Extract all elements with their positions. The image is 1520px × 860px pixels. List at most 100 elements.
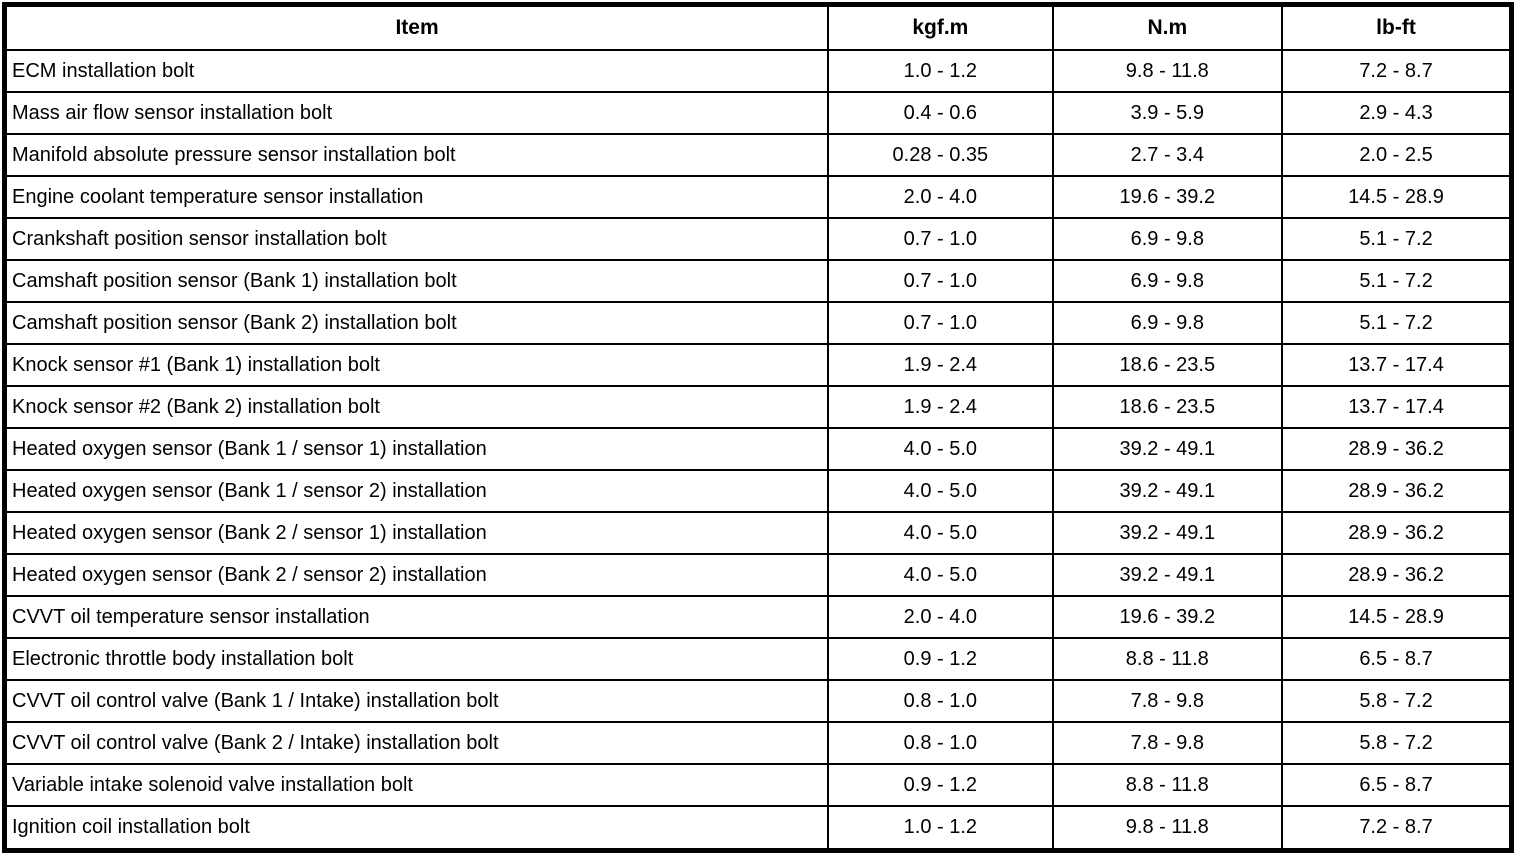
nm-value-cell: 19.6 - 39.2 (1051, 595, 1284, 639)
item-cell: Crankshaft position sensor installation … (3, 217, 830, 261)
lbft-value-cell: 14.5 - 28.9 (1281, 595, 1513, 639)
table-row: CVVT oil control valve (Bank 1 / Intake)… (3, 679, 1513, 723)
table-row: Heated oxygen sensor (Bank 2 / sensor 2)… (3, 553, 1513, 597)
item-cell: Camshaft position sensor (Bank 1) instal… (3, 259, 830, 303)
table-row: Camshaft position sensor (Bank 1) instal… (3, 259, 1513, 303)
nm-value-cell: 9.8 - 11.8 (1051, 805, 1284, 852)
kgfm-value-cell: 4.0 - 5.0 (827, 427, 1054, 471)
table-row: Camshaft position sensor (Bank 2) instal… (3, 301, 1513, 345)
lbft-value-cell: 28.9 - 36.2 (1281, 511, 1513, 555)
kgfm-value-cell: 1.0 - 1.2 (827, 805, 1054, 852)
lbft-value-cell: 7.2 - 8.7 (1281, 805, 1513, 852)
kgfm-value-cell: 1.0 - 1.2 (827, 49, 1054, 93)
table-header: Item kgf.m N.m lb-ft (3, 3, 1513, 51)
nm-value-cell: 8.8 - 11.8 (1051, 763, 1284, 807)
lbft-value-cell: 5.1 - 7.2 (1281, 301, 1513, 345)
kgfm-value-cell: 0.28 - 0.35 (827, 133, 1054, 177)
nm-value-cell: 8.8 - 11.8 (1051, 637, 1284, 681)
kgfm-value-cell: 4.0 - 5.0 (827, 469, 1054, 513)
nm-value-cell: 6.9 - 9.8 (1051, 259, 1284, 303)
item-cell: Manifold absolute pressure sensor instal… (3, 133, 830, 177)
table-row: Heated oxygen sensor (Bank 1 / sensor 2)… (3, 469, 1513, 513)
item-cell: Knock sensor #2 (Bank 2) installation bo… (3, 385, 830, 429)
kgfm-value-cell: 1.9 - 2.4 (827, 343, 1054, 387)
nm-value-cell: 19.6 - 39.2 (1051, 175, 1284, 219)
lbft-value-cell: 28.9 - 36.2 (1281, 427, 1513, 471)
column-header-lbft: lb-ft (1281, 3, 1513, 51)
table-row: Heated oxygen sensor (Bank 1 / sensor 1)… (3, 427, 1513, 471)
lbft-value-cell: 5.1 - 7.2 (1281, 217, 1513, 261)
item-cell: Mass air flow sensor installation bolt (3, 91, 830, 135)
item-cell: CVVT oil temperature sensor installation (3, 595, 830, 639)
kgfm-value-cell: 0.8 - 1.0 (827, 679, 1054, 723)
table-row: Variable intake solenoid valve installat… (3, 763, 1513, 807)
kgfm-value-cell: 4.0 - 5.0 (827, 553, 1054, 597)
kgfm-value-cell: 0.8 - 1.0 (827, 721, 1054, 765)
nm-value-cell: 6.9 - 9.8 (1051, 301, 1284, 345)
kgfm-value-cell: 4.0 - 5.0 (827, 511, 1054, 555)
nm-value-cell: 18.6 - 23.5 (1051, 343, 1284, 387)
lbft-value-cell: 13.7 - 17.4 (1281, 343, 1513, 387)
kgfm-value-cell: 0.9 - 1.2 (827, 763, 1054, 807)
lbft-value-cell: 2.9 - 4.3 (1281, 91, 1513, 135)
table-row: Knock sensor #1 (Bank 1) installation bo… (3, 343, 1513, 387)
nm-value-cell: 18.6 - 23.5 (1051, 385, 1284, 429)
item-cell: Variable intake solenoid valve installat… (3, 763, 830, 807)
column-header-item: Item (3, 3, 830, 51)
nm-value-cell: 39.2 - 49.1 (1051, 553, 1284, 597)
table-row: Manifold absolute pressure sensor instal… (3, 133, 1513, 177)
lbft-value-cell: 6.5 - 8.7 (1281, 637, 1513, 681)
table-row: Crankshaft position sensor installation … (3, 217, 1513, 261)
item-cell: Heated oxygen sensor (Bank 1 / sensor 2)… (3, 469, 830, 513)
kgfm-value-cell: 0.7 - 1.0 (827, 259, 1054, 303)
nm-value-cell: 39.2 - 49.1 (1051, 511, 1284, 555)
nm-value-cell: 7.8 - 9.8 (1051, 721, 1284, 765)
lbft-value-cell: 13.7 - 17.4 (1281, 385, 1513, 429)
item-cell: Heated oxygen sensor (Bank 1 / sensor 1)… (3, 427, 830, 471)
table-row: CVVT oil control valve (Bank 2 / Intake)… (3, 721, 1513, 765)
item-cell: Knock sensor #1 (Bank 1) installation bo… (3, 343, 830, 387)
table-row: Mass air flow sensor installation bolt 0.… (3, 91, 1513, 135)
lbft-value-cell: 14.5 - 28.9 (1281, 175, 1513, 219)
lbft-value-cell: 28.9 - 36.2 (1281, 469, 1513, 513)
table-row: Engine coolant temperature sensor instal… (3, 175, 1513, 219)
nm-value-cell: 2.7 - 3.4 (1051, 133, 1284, 177)
item-cell: Heated oxygen sensor (Bank 2 / sensor 2)… (3, 553, 830, 597)
lbft-value-cell: 28.9 - 36.2 (1281, 553, 1513, 597)
kgfm-value-cell: 2.0 - 4.0 (827, 595, 1054, 639)
kgfm-value-cell: 0.7 - 1.0 (827, 301, 1054, 345)
item-cell: ECM installation bolt (3, 49, 830, 93)
nm-value-cell: 6.9 - 9.8 (1051, 217, 1284, 261)
table-row: Ignition coil installation bolt 1.0 - 1.2… (3, 805, 1513, 852)
table-row: Heated oxygen sensor (Bank 2 / sensor 1)… (3, 511, 1513, 555)
lbft-value-cell: 5.8 - 7.2 (1281, 679, 1513, 723)
table-body: ECM installation bolt 1.0 - 1.2 9.8 - 11.8… (3, 49, 1513, 852)
nm-value-cell: 9.8 - 11.8 (1051, 49, 1284, 93)
kgfm-value-cell: 1.9 - 2.4 (827, 385, 1054, 429)
nm-value-cell: 39.2 - 49.1 (1051, 427, 1284, 471)
nm-value-cell: 3.9 - 5.9 (1051, 91, 1284, 135)
column-header-nm: N.m (1051, 3, 1284, 51)
kgfm-value-cell: 2.0 - 4.0 (827, 175, 1054, 219)
lbft-value-cell: 5.8 - 7.2 (1281, 721, 1513, 765)
table-row: ECM installation bolt 1.0 - 1.2 9.8 - 11.8… (3, 49, 1513, 93)
lbft-value-cell: 7.2 - 8.7 (1281, 49, 1513, 93)
item-cell: CVVT oil control valve (Bank 1 / Intake)… (3, 679, 830, 723)
table-row: Electronic throttle body installation bo… (3, 637, 1513, 681)
item-cell: CVVT oil control valve (Bank 2 / Intake)… (3, 721, 830, 765)
item-cell: Camshaft position sensor (Bank 2) instal… (3, 301, 830, 345)
item-cell: Engine coolant temperature sensor instal… (3, 175, 830, 219)
lbft-value-cell: 6.5 - 8.7 (1281, 763, 1513, 807)
nm-value-cell: 39.2 - 49.1 (1051, 469, 1284, 513)
column-header-kgfm: kgf.m (827, 3, 1054, 51)
lbft-value-cell: 5.1 - 7.2 (1281, 259, 1513, 303)
table-row: Knock sensor #2 (Bank 2) installation bo… (3, 385, 1513, 429)
nm-value-cell: 7.8 - 9.8 (1051, 679, 1284, 723)
kgfm-value-cell: 0.9 - 1.2 (827, 637, 1054, 681)
kgfm-value-cell: 0.4 - 0.6 (827, 91, 1054, 135)
item-cell: Heated oxygen sensor (Bank 2 / sensor 1)… (3, 511, 830, 555)
item-cell: Electronic throttle body installation bo… (3, 637, 830, 681)
header-row: Item kgf.m N.m lb-ft (3, 3, 1513, 51)
kgfm-value-cell: 0.7 - 1.0 (827, 217, 1054, 261)
